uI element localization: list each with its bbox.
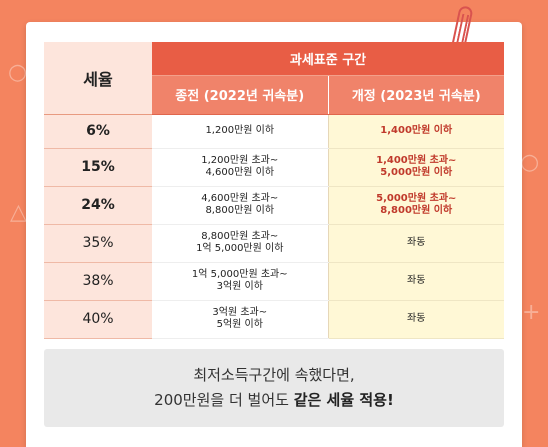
new-bracket-cell: 5,000만원 초과~ 8,800만원 이하 xyxy=(328,186,505,225)
table-row: 38% 1억 5,000만원 초과~ 3억원 이하 좌동 xyxy=(44,262,505,301)
old-bracket-header: 종전 (2022년 귀속분) xyxy=(152,75,329,115)
old-bracket-cell: 1억 5,000만원 초과~ 3억원 이하 xyxy=(152,262,329,301)
deco-triangle-icon: △ xyxy=(10,200,27,225)
new-bracket-line: 5,000만원 초과~ xyxy=(376,193,457,204)
old-bracket-line: 3억원 이하 xyxy=(216,281,263,292)
rate-cell: 24% xyxy=(44,186,152,225)
new-bracket-line: 1,400만원 초과~ xyxy=(376,155,457,166)
table-row: 40% 3억원 초과~ 5억원 이하 좌동 xyxy=(44,300,505,339)
deco-plus-icon: + xyxy=(522,300,541,325)
table-row: 15% 1,200만원 초과~ 4,600만원 이하 1,400만원 초과~ 5,000… xyxy=(44,148,505,187)
note-box: 최저소득구간에 속했다면, 200만원을 더 벌어도 같은 세율 적용! xyxy=(44,349,504,427)
old-bracket-cell: 1,200만원 이하 xyxy=(152,114,329,149)
old-bracket-cell: 8,800만원 초과~ 1억 5,000만원 이하 xyxy=(152,224,329,263)
new-bracket-line: 1,400만원 이하 xyxy=(380,125,453,136)
table-row: 35% 8,800만원 초과~ 1억 5,000만원 이하 좌동 xyxy=(44,224,505,263)
new-bracket-cell: 좌동 xyxy=(328,300,505,339)
old-bracket-line: 1억 5,000만원 이하 xyxy=(196,243,284,254)
note-line-2-text: 200만원을 더 벌어도 xyxy=(154,391,294,409)
rate-cell: 38% xyxy=(44,262,152,301)
new-bracket-header: 개정 (2023년 귀속분) xyxy=(328,75,505,115)
rate-cell: 15% xyxy=(44,148,152,187)
old-bracket-line: 8,800만원 초과~ xyxy=(201,231,279,242)
new-bracket-line: 8,800만원 이하 xyxy=(380,205,453,216)
rate-cell: 6% xyxy=(44,114,152,149)
new-bracket-cell: 좌동 xyxy=(328,224,505,263)
table-row: 24% 4,600만원 초과~ 8,800만원 이하 5,000만원 초과~ 8,800… xyxy=(44,186,505,225)
note-line-2-emphasis: 같은 세율 적용! xyxy=(293,391,394,409)
new-bracket-line: 좌동 xyxy=(407,275,426,286)
new-bracket-cell: 1,400만원 이하 xyxy=(328,114,505,149)
new-bracket-line: 좌동 xyxy=(407,237,426,248)
deco-circle-icon: ○ xyxy=(520,150,540,175)
old-bracket-line: 1,200만원 초과~ xyxy=(201,155,279,166)
old-bracket-cell: 3억원 초과~ 5억원 이하 xyxy=(152,300,329,339)
old-bracket-line: 4,600만원 초과~ xyxy=(201,193,279,204)
rate-cell: 35% xyxy=(44,224,152,263)
old-bracket-cell: 1,200만원 초과~ 4,600만원 이하 xyxy=(152,148,329,187)
note-line-2: 200만원을 더 벌어도 같은 세율 적용! xyxy=(44,388,504,413)
new-bracket-line: 5,000만원 이하 xyxy=(380,167,453,178)
old-bracket-cell: 4,600만원 초과~ 8,800만원 이하 xyxy=(152,186,329,225)
old-bracket-line: 3억원 초과~ xyxy=(212,307,268,318)
new-bracket-line: 좌동 xyxy=(407,313,426,324)
note-line-1: 최저소득구간에 속했다면, xyxy=(193,366,355,384)
tax-rate-table: 세율 과세표준 구간 종전 (2022년 귀속분) 개정 (2023년 귀속분)… xyxy=(44,42,505,339)
table-row: 6% 1,200만원 이하 1,400만원 이하 xyxy=(44,114,505,149)
rate-cell: 40% xyxy=(44,300,152,339)
old-bracket-line: 1억 5,000만원 초과~ xyxy=(191,269,288,280)
new-bracket-cell: 좌동 xyxy=(328,262,505,301)
tax-bracket-header: 과세표준 구간 xyxy=(152,42,505,76)
deco-circle-icon: ○ xyxy=(8,60,28,85)
new-bracket-cell: 1,400만원 초과~ 5,000만원 이하 xyxy=(328,148,505,187)
old-bracket-line: 5억원 이하 xyxy=(216,319,263,330)
old-bracket-line: 1,200만원 이하 xyxy=(205,125,275,136)
rate-header: 세율 xyxy=(44,42,152,115)
old-bracket-line: 4,600만원 이하 xyxy=(205,167,275,178)
old-bracket-line: 8,800만원 이하 xyxy=(205,205,275,216)
